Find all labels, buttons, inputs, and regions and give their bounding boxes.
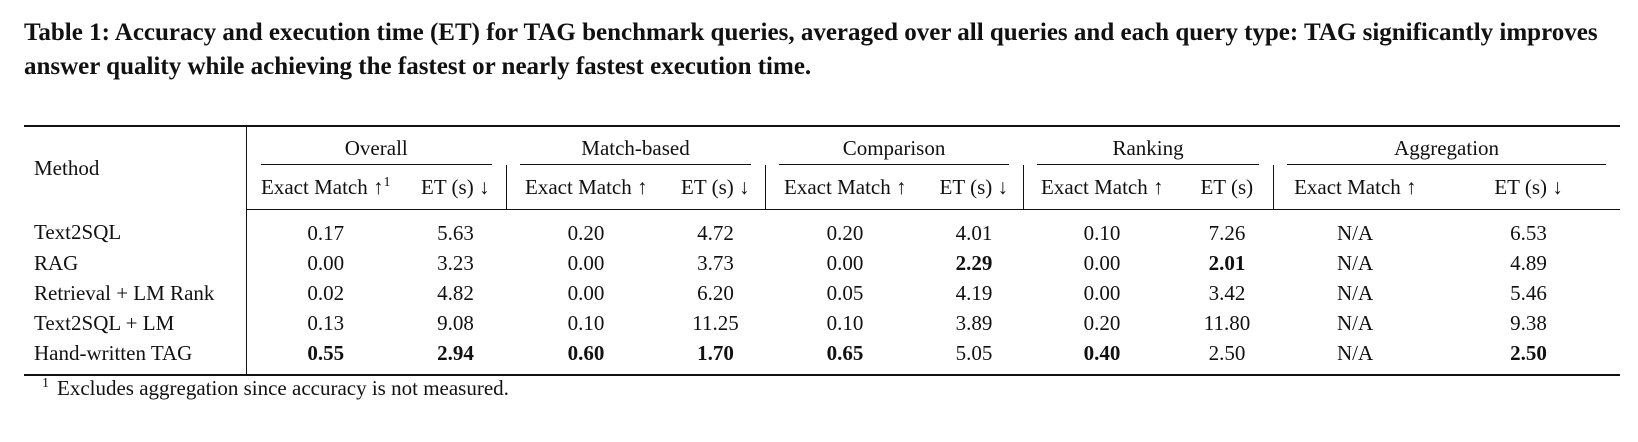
table-row: RAG 0.00 3.23 0.00 3.73 0.00 2.29 0.00 2… bbox=[24, 248, 1620, 278]
cell-value-best: 2.29 bbox=[955, 250, 993, 275]
cell-value: 0.00 bbox=[245, 248, 405, 278]
subheader-et: ET (s) ↓ bbox=[1437, 165, 1621, 210]
cell-value: 11.80 bbox=[1203, 310, 1251, 335]
group-header-aggregation: Aggregation bbox=[1273, 125, 1621, 165]
cell-value: 0.10 bbox=[1083, 220, 1121, 245]
cell-value: 4.01 bbox=[955, 220, 993, 245]
footnote-mark: 1 bbox=[42, 376, 49, 391]
cell-value: 0.10 bbox=[826, 310, 864, 335]
row-method: Retrieval + LM Rank bbox=[34, 280, 215, 305]
table-row: Hand-written TAG 0.55 2.94 0.60 1.70 0.6… bbox=[24, 338, 1621, 376]
cell-value: 5.05 bbox=[925, 338, 1024, 376]
cell-value: 0.20 bbox=[826, 220, 864, 245]
cell-value: 0.00 bbox=[1083, 280, 1121, 305]
group-header-row: Method Overall Match-based Comparison Ra… bbox=[24, 125, 1621, 210]
results-table: Method Overall Match-based Comparison Ra… bbox=[24, 125, 1621, 376]
group-label: Comparison bbox=[842, 135, 946, 160]
group-label: Ranking bbox=[1112, 135, 1184, 160]
row-method: Text2SQL + LM bbox=[34, 310, 175, 335]
footnote-text: Excludes aggregation since accuracy is n… bbox=[57, 376, 509, 400]
subheader-label: Exact Match ↑ bbox=[261, 174, 384, 199]
group-label: Aggregation bbox=[1394, 135, 1500, 160]
group-label: Overall bbox=[344, 135, 408, 160]
subheader-exact-match: Exact Match ↑1 bbox=[245, 165, 405, 210]
cell-value: 4.19 bbox=[955, 280, 993, 305]
cell-value: 0.02 bbox=[245, 278, 405, 308]
cell-value: 9.08 bbox=[437, 310, 474, 335]
cell-value: N/A bbox=[1273, 338, 1438, 376]
group-underline bbox=[1037, 164, 1260, 165]
cell-value: 0.20 bbox=[1083, 310, 1121, 335]
subheader-et: ET (s) ↓ bbox=[405, 165, 507, 210]
cell-value-best: 2.50 bbox=[1437, 338, 1621, 376]
cell-value: 3.73 bbox=[697, 250, 734, 275]
group-label: Match-based bbox=[581, 135, 690, 160]
table-caption: Table 1: Accuracy and execution time (ET… bbox=[24, 19, 1598, 80]
cell-value: N/A bbox=[1336, 310, 1374, 335]
cell-value-best: 0.65 bbox=[765, 338, 926, 376]
subheader-exact-match: Exact Match ↑ bbox=[1022, 165, 1182, 210]
row-method: RAG bbox=[34, 250, 79, 275]
group-header-ranking: Ranking bbox=[1023, 125, 1274, 165]
cell-value: 0.20 bbox=[567, 220, 605, 245]
cell-value: 0.00 bbox=[567, 250, 605, 275]
subheader-exact-match: Exact Match ↑ bbox=[1272, 165, 1438, 210]
table-row: Text2SQL 0.17 5.63 0.20 4.72 0.20 4.01 0… bbox=[24, 209, 1620, 248]
subheader-exact-match: Exact Match ↑ bbox=[505, 165, 667, 210]
cell-value: 3.89 bbox=[955, 310, 993, 335]
table-footnote: 1 Excludes aggregation since accuracy is … bbox=[42, 376, 509, 401]
subheader-exact-match: Exact Match ↑ bbox=[764, 165, 926, 210]
cell-value: 3.42 bbox=[1208, 280, 1246, 305]
table-row: Text2SQL + LM 0.13 9.08 0.10 11.25 0.10 … bbox=[24, 308, 1620, 338]
cell-value: N/A bbox=[1336, 220, 1374, 245]
subheader-et: ET (s) ↓ bbox=[925, 165, 1024, 210]
cell-value: N/A bbox=[1336, 280, 1374, 305]
cell-value: 0.10 bbox=[567, 310, 605, 335]
cell-value: 11.25 bbox=[692, 310, 739, 335]
cell-value-best: 1.70 bbox=[666, 338, 766, 376]
subheader-et: ET (s) bbox=[1181, 165, 1274, 210]
cell-value: 4.72 bbox=[697, 220, 734, 245]
row-method: Hand-written TAG bbox=[24, 338, 246, 376]
group-header-overall: Overall bbox=[245, 125, 507, 165]
cell-value: 5.46 bbox=[1510, 280, 1547, 305]
cell-value: 0.00 bbox=[1083, 250, 1121, 275]
cell-value: 2.50 bbox=[1181, 338, 1274, 376]
cell-value: 6.20 bbox=[697, 280, 734, 305]
cell-value-best: 0.55 bbox=[245, 338, 405, 376]
cell-value-best: 0.40 bbox=[1023, 338, 1182, 376]
table-row: Retrieval + LM Rank 0.02 4.82 0.00 6.20 … bbox=[24, 278, 1620, 308]
cell-value-best: 2.01 bbox=[1208, 250, 1246, 275]
group-underline bbox=[779, 164, 1010, 165]
cell-value: 0.13 bbox=[245, 308, 405, 338]
footnote-mark: 1 bbox=[383, 174, 391, 190]
cell-value: 7.26 bbox=[1208, 220, 1246, 245]
cell-value: 0.00 bbox=[826, 250, 864, 275]
row-method: Text2SQL bbox=[34, 220, 122, 245]
cell-value: 4.82 bbox=[437, 280, 474, 305]
subheader-et: ET (s) ↓ bbox=[666, 165, 766, 210]
cell-value-best: 0.60 bbox=[506, 338, 667, 376]
cell-value-best: 2.94 bbox=[405, 338, 507, 376]
cell-value: 6.53 bbox=[1510, 220, 1547, 245]
method-header: Method bbox=[24, 125, 246, 210]
results-table-container: Method Overall Match-based Comparison Ra… bbox=[24, 125, 1621, 376]
group-underline bbox=[260, 164, 493, 165]
cell-value: 0.05 bbox=[826, 280, 864, 305]
group-underline bbox=[520, 164, 752, 165]
cell-value: 9.38 bbox=[1510, 310, 1547, 335]
cell-value: 3.23 bbox=[437, 250, 474, 275]
group-header-comparison: Comparison bbox=[765, 125, 1024, 165]
group-header-match-based: Match-based bbox=[506, 125, 766, 165]
subheader-row: Exact Match ↑1 ET (s) ↓ Exact Match ↑ ET… bbox=[24, 165, 1621, 210]
cell-value: 0.17 bbox=[245, 209, 405, 248]
cell-value: 5.63 bbox=[437, 220, 474, 245]
cell-value: N/A bbox=[1336, 250, 1374, 275]
cell-value: 0.00 bbox=[567, 280, 605, 305]
group-underline bbox=[1287, 164, 1607, 165]
cell-value: 4.89 bbox=[1510, 250, 1547, 275]
